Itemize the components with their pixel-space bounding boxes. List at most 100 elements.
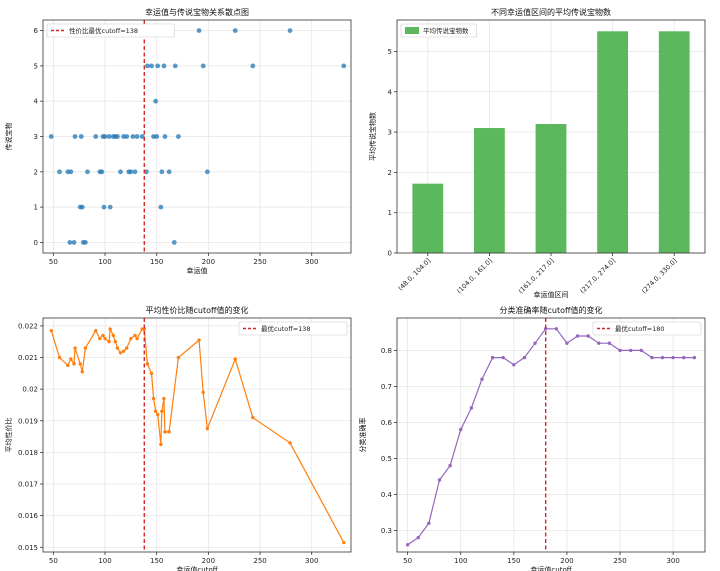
line-point <box>490 355 495 360</box>
scatter-point <box>99 169 105 175</box>
x-tick-label: 250 <box>613 557 626 565</box>
line-point <box>57 355 62 360</box>
x-tick-label: 100 <box>98 557 111 565</box>
scatter-point <box>250 63 256 69</box>
y-tick-label: 5 <box>388 48 392 56</box>
line-point <box>197 338 201 342</box>
y-tick-label: 4 <box>388 88 393 96</box>
line-point <box>448 463 452 468</box>
scatter-point <box>93 134 99 139</box>
line-point <box>142 327 146 331</box>
scatter-point <box>153 98 159 104</box>
x-tick-label: (161.0, 217.0] <box>517 257 555 295</box>
y-tick-label: 0.4 <box>381 491 393 499</box>
line-point <box>427 521 431 525</box>
line-point <box>151 396 156 401</box>
line-point <box>469 406 474 410</box>
scatter-point <box>102 134 108 139</box>
scatter-point <box>71 240 77 245</box>
scatter-point <box>232 28 238 33</box>
line-point <box>233 357 237 361</box>
line-point <box>72 362 76 366</box>
scatter-point <box>67 240 73 245</box>
line-point <box>342 540 346 545</box>
line-point <box>135 336 139 341</box>
y-tick-label: 3 <box>388 129 392 137</box>
bar <box>658 31 690 253</box>
line-point <box>167 430 171 434</box>
y-tick-label: 0.015 <box>18 544 38 552</box>
scatter-point <box>139 134 145 139</box>
line-point <box>103 336 107 341</box>
line-chart: 0.015 0.016 0.017 0.018 0.019 0.02 0.021 0.022 5… <box>4 305 352 571</box>
x-tick-label: 150 <box>507 557 520 565</box>
line-point <box>251 415 255 420</box>
line-point <box>575 334 580 338</box>
y-tick-label: 1 <box>388 209 392 217</box>
line-point <box>522 355 527 360</box>
line-point <box>113 340 118 344</box>
y-tick-label: 1 <box>34 204 38 212</box>
y-tick-label: 0.022 <box>18 322 38 330</box>
x-tick-label: 300 <box>305 557 318 565</box>
line-point <box>153 409 158 413</box>
scatter-point <box>162 134 168 139</box>
scatter-point <box>130 134 136 139</box>
scatter-point <box>124 134 130 139</box>
legend-swatch <box>405 27 419 34</box>
scatter-point <box>166 169 172 175</box>
line-point <box>163 430 167 434</box>
scatter-point <box>82 240 88 245</box>
legend-box <box>238 321 348 336</box>
line-point <box>650 355 654 360</box>
chart-title: 平均性价比随cutoff值的变化 <box>145 305 248 315</box>
scatter-point <box>57 169 62 175</box>
y-tick-label: 0 <box>34 239 38 247</box>
y-tick-label: 0.8 <box>381 347 392 355</box>
bar-chart: 0 1 2 3 4 5 (48.0, 104.0] (104.0, 161.0] (161.0,… <box>368 7 706 299</box>
x-tick-label: 200 <box>202 557 215 565</box>
line-point <box>162 396 166 401</box>
scatter-chart: 0 1 2 3 4 5 6 50 100 150 200 250 300 幸运值与传说宝物关系散点图幸运值… <box>4 7 352 275</box>
x-tick-label: 100 <box>98 258 111 266</box>
y-tick-label: 3 <box>34 133 38 141</box>
x-tick-label: 200 <box>202 258 215 266</box>
line-point <box>660 355 665 360</box>
scatter-point <box>161 63 167 69</box>
scatter-point <box>72 134 78 139</box>
x-tick-label: 250 <box>253 258 266 266</box>
line-point <box>480 377 484 381</box>
bar <box>474 128 505 253</box>
y-tick-label: 0.3 <box>381 527 392 535</box>
bar <box>412 183 444 253</box>
line-point <box>83 346 88 350</box>
y-tick-label: 4 <box>34 98 39 106</box>
legend: 最优cutoff=180 <box>592 321 702 336</box>
y-tick-label: 0.02 <box>22 386 38 394</box>
line-point <box>459 427 463 432</box>
line-point <box>288 441 292 445</box>
line-point <box>149 371 154 376</box>
line-point <box>107 340 111 344</box>
line-point <box>201 390 205 395</box>
line-point <box>543 327 548 331</box>
line-point <box>671 355 675 360</box>
y-tick-label: 0.018 <box>18 449 38 457</box>
x-tick-label: (104.0, 161.0] <box>455 257 493 295</box>
y-axis-label: 分类准确率 <box>358 418 367 453</box>
line-point <box>405 543 410 547</box>
scatter-point <box>132 169 138 175</box>
scatter-point <box>196 28 202 33</box>
line-point <box>49 328 53 333</box>
scatter-point <box>85 169 90 175</box>
line-point <box>639 348 643 353</box>
line-point <box>69 357 73 361</box>
line-point <box>416 535 420 540</box>
line-point <box>80 370 84 374</box>
x-tick-label: 50 <box>49 557 58 565</box>
scatter-point <box>143 169 149 175</box>
x-axis-label: 幸运值 <box>187 266 208 275</box>
y-tick-label: 0.019 <box>18 417 38 425</box>
scatter-point <box>48 134 54 139</box>
